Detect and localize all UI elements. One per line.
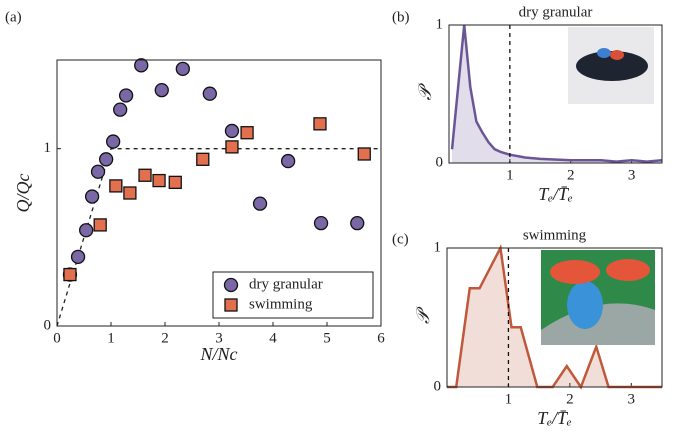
- y-tick-label: 1: [436, 16, 444, 32]
- x-tick-label: 2: [566, 391, 574, 407]
- marker: [224, 298, 238, 312]
- x-tick-label: 1: [107, 330, 115, 346]
- marker: [138, 168, 152, 182]
- panel-label: (a): [5, 9, 22, 25]
- plot-frame: [56, 59, 382, 327]
- marker: [79, 223, 94, 238]
- marker: [240, 126, 254, 140]
- x-axis-label: N/Nc: [199, 344, 237, 364]
- x-axis-label: Tₑ/T̄ₑ: [538, 184, 573, 204]
- marker: [357, 147, 371, 161]
- marker: [70, 249, 86, 264]
- legend-label: swimming: [249, 296, 313, 312]
- marker: [350, 215, 365, 231]
- marker: [113, 102, 128, 117]
- y-axis-label: 𝒫: [415, 82, 435, 100]
- marker: [90, 164, 106, 179]
- x-tick-label: 0: [53, 330, 61, 346]
- panel: (b) dry granular Tₑ/T̄ₑ 𝒫 1 2 3 0 1: [392, 4, 663, 204]
- y-tick-label: 0: [44, 317, 52, 333]
- marker: [152, 173, 166, 188]
- panel-label: (c): [392, 231, 409, 247]
- marker: [313, 117, 327, 131]
- x-tick-label: 1: [506, 167, 514, 183]
- y-axis-label: Q/Qc: [13, 174, 33, 213]
- marker: [63, 267, 77, 282]
- area-line: [447, 243, 662, 390]
- x-tick-label: 4: [269, 330, 277, 346]
- legend-label: dry granular: [249, 276, 323, 292]
- marker: [313, 215, 329, 231]
- reference-line: [56, 148, 381, 327]
- x-tick-label: 2: [567, 167, 575, 183]
- x-tick-label: 1: [505, 391, 513, 407]
- y-tick-label: 1: [44, 140, 52, 156]
- x-tick-label: 5: [323, 330, 331, 346]
- marker: [168, 175, 182, 190]
- plot-frame: [448, 24, 663, 164]
- marker: [84, 189, 100, 204]
- marker: [109, 179, 123, 193]
- y-tick-label: 0: [436, 154, 444, 170]
- marker: [202, 86, 217, 101]
- y-tick-label: 0: [434, 378, 442, 394]
- x-axis-label: Tₑ/T̄ₑ: [537, 408, 572, 428]
- photo-swimmers: [541, 250, 655, 345]
- marker: [223, 277, 239, 293]
- marker: [134, 58, 149, 73]
- legend-box: [212, 271, 374, 319]
- x-tick-label: 3: [628, 391, 636, 407]
- panel-title: dry granular: [519, 4, 593, 20]
- marker: [106, 134, 121, 149]
- x-tick-label: 2: [161, 330, 169, 346]
- marker: [196, 152, 210, 166]
- area-fill: [452, 25, 662, 163]
- x-tick-label: 6: [377, 330, 385, 346]
- marker: [123, 186, 137, 200]
- x-tick-label: 3: [215, 330, 223, 346]
- marker: [118, 88, 134, 103]
- photo-beetle: [568, 27, 654, 104]
- marker: [252, 196, 268, 211]
- panel: (c) swimming Tₑ/T̄ₑ 𝒫 1 2 3 0 1: [392, 227, 663, 428]
- marker: [224, 123, 240, 139]
- area-fill: [447, 248, 662, 387]
- panel-label: (b): [392, 9, 410, 25]
- plot-frame: [446, 247, 663, 388]
- marker: [225, 140, 239, 154]
- marker: [93, 218, 107, 232]
- panel: (a) N/Nc Q/Qc 0 1 2 3 4 5 6 0 1 dry granular swimming: [5, 9, 385, 364]
- marker: [280, 153, 296, 169]
- marker: [154, 82, 169, 98]
- x-tick-label: 3: [628, 167, 636, 183]
- marker: [175, 61, 190, 77]
- marker: [98, 152, 114, 167]
- panel-title: swimming: [523, 227, 587, 243]
- y-tick-label: 1: [434, 239, 442, 255]
- y-axis-label: 𝒫: [413, 306, 433, 324]
